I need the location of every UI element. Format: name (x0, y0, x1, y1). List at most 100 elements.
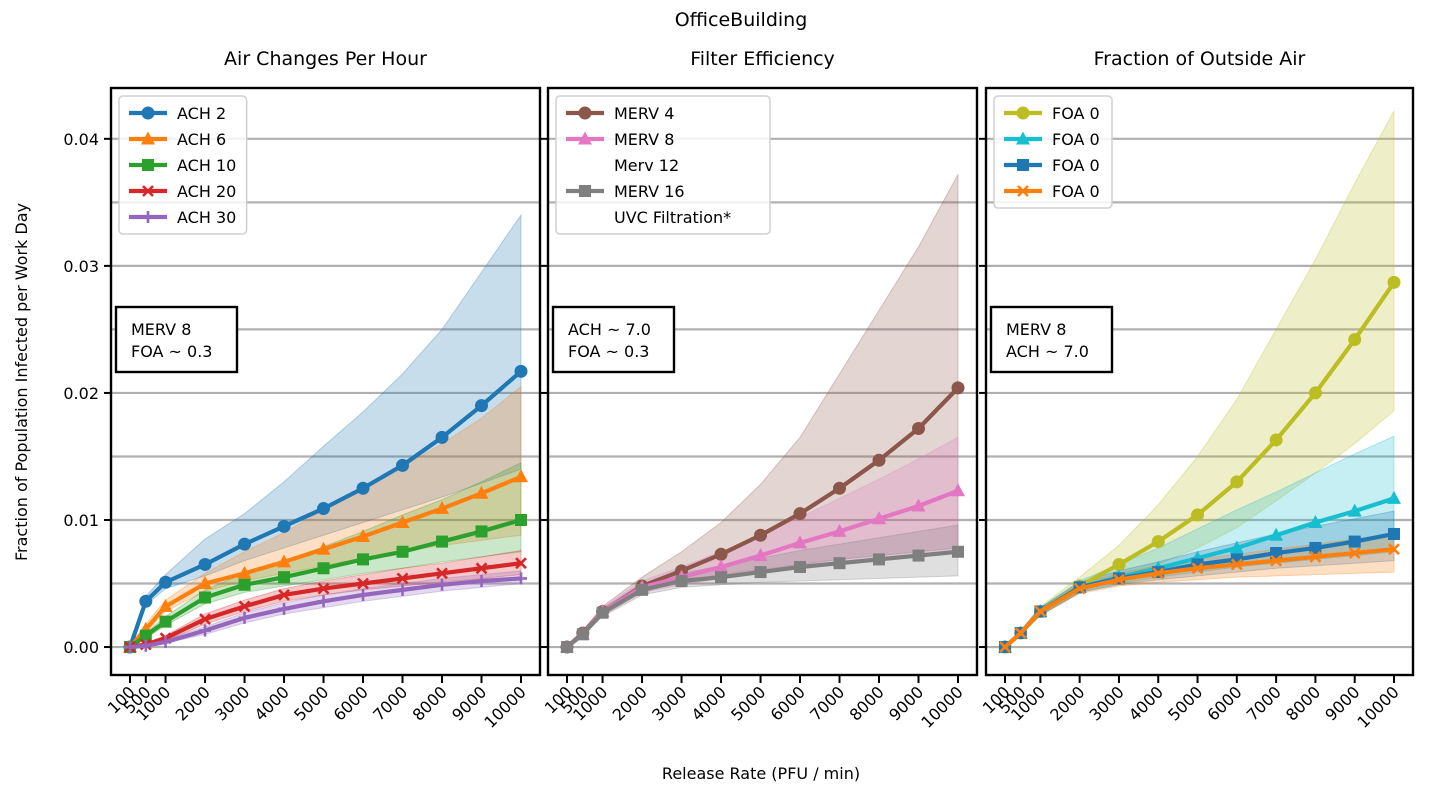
data-point (357, 577, 369, 590)
legend-entry-1: ACH 2 (129, 104, 226, 123)
data-point (1308, 515, 1323, 529)
data-point (395, 515, 410, 529)
data-point (515, 557, 527, 570)
data-point (1387, 275, 1401, 289)
data-point (1348, 547, 1361, 559)
data-point (356, 481, 370, 495)
data-point (396, 583, 409, 596)
data-point (793, 535, 808, 549)
legend-box (118, 95, 248, 235)
data-point (1388, 543, 1400, 556)
data-point (139, 594, 153, 608)
x-tick-label: 2000 (609, 682, 651, 724)
x-tick-label: 10000 (480, 682, 529, 731)
annotation-box: MERV 8 FOA ~ 0.3 (114, 305, 239, 374)
x-tick-label: 3000 (648, 682, 690, 724)
legend-marker (141, 131, 155, 145)
legend-label: UVC Filtration* (614, 208, 731, 227)
legend: ACH 2 ACH 6 ACH 10 ACH 20 ACH 30 (118, 95, 248, 235)
series-4 (999, 543, 1400, 653)
x-tick-label: 2000 (172, 682, 214, 724)
y-axis-label: Fraction of Population Infected per Work… (12, 203, 31, 561)
data-point (124, 641, 136, 654)
data-point (754, 566, 767, 579)
data-point (793, 507, 807, 521)
data-point (952, 545, 964, 558)
data-point (159, 635, 172, 648)
series-line (129, 561, 522, 650)
x-tick-label: 3000 (1086, 682, 1128, 724)
data-point (951, 483, 965, 497)
legend-marker (579, 185, 591, 197)
legend-marker (1017, 185, 1029, 197)
panel-2: Filter Efficiency 10050010002000300040005… (541, 48, 979, 732)
y-tick-label: 0.04 (63, 130, 99, 149)
figure-title: OfficeBuilding (675, 9, 808, 31)
series-3 (561, 545, 964, 654)
data-point (277, 519, 291, 533)
data-point (475, 399, 489, 413)
x-ticks: 1005001000200030004000500060007000800090… (541, 675, 967, 732)
legend-entry-1: MERV 4 (566, 104, 674, 123)
legend-label: ACH 2 (177, 104, 226, 123)
data-point (237, 565, 252, 579)
data-point (317, 502, 331, 516)
x-tick-label: 5000 (1164, 682, 1206, 724)
data-point (912, 549, 925, 562)
data-point (356, 529, 371, 543)
legend-box (993, 95, 1113, 209)
data-point (139, 629, 152, 642)
data-point (515, 572, 527, 585)
data-point (1348, 333, 1362, 347)
data-point (515, 513, 527, 526)
data-point (675, 574, 688, 587)
data-point (475, 525, 488, 538)
data-point (873, 553, 886, 566)
annotation-box: ACH ~ 7.0 FOA ~ 0.3 (551, 305, 676, 374)
annotation-box: MERV 8 ACH ~ 7.0 (989, 305, 1114, 374)
legend-marker (141, 106, 155, 120)
annotation-frame (114, 305, 239, 374)
legend-entry-3: ACH 10 (129, 156, 236, 175)
data-point (435, 430, 449, 444)
data-point (912, 422, 926, 436)
data-point (238, 611, 251, 624)
data-point (872, 453, 886, 467)
data-point (198, 576, 213, 590)
data-point (1308, 386, 1322, 400)
legend-entry-4: FOA 0 (1004, 182, 1100, 201)
data-point (278, 571, 291, 584)
data-point (1191, 508, 1205, 522)
legend-label: ACH 10 (177, 156, 236, 175)
x-ticks: 1005001000200030004000500060007000800090… (104, 675, 530, 732)
data-point (1309, 550, 1322, 563)
axes-frame (984, 86, 1415, 677)
x-tick-label: 8000 (846, 682, 888, 724)
axes-frame (546, 86, 979, 677)
series-5 (124, 572, 527, 654)
x-tick-label: 8000 (1282, 682, 1324, 724)
data-point (238, 578, 251, 591)
data-point (357, 553, 370, 566)
data-point (474, 485, 489, 499)
legend-entry-3: FOA 0 (1004, 156, 1100, 175)
x-tick-label: 10000 (917, 682, 966, 731)
confidence-band-1 (129, 213, 522, 648)
data-point (753, 548, 768, 562)
legend-marker (142, 211, 154, 223)
data-point (1112, 557, 1126, 571)
legend-label: ACH 30 (177, 208, 236, 227)
x-tick-label: 10000 (1353, 682, 1402, 731)
data-point (1073, 582, 1086, 595)
data-point (1151, 535, 1165, 549)
legend-marker (1016, 131, 1030, 145)
y-ticks (541, 137, 548, 649)
y-ticks: 0.00 0.01 0.02 0.03 0.04 (63, 130, 111, 657)
data-point (199, 613, 211, 626)
data-point (596, 606, 609, 619)
legend-entry-2: FOA 0 (1004, 130, 1100, 149)
data-point (475, 574, 488, 587)
y-ticks (979, 137, 986, 649)
data-point (911, 498, 926, 512)
